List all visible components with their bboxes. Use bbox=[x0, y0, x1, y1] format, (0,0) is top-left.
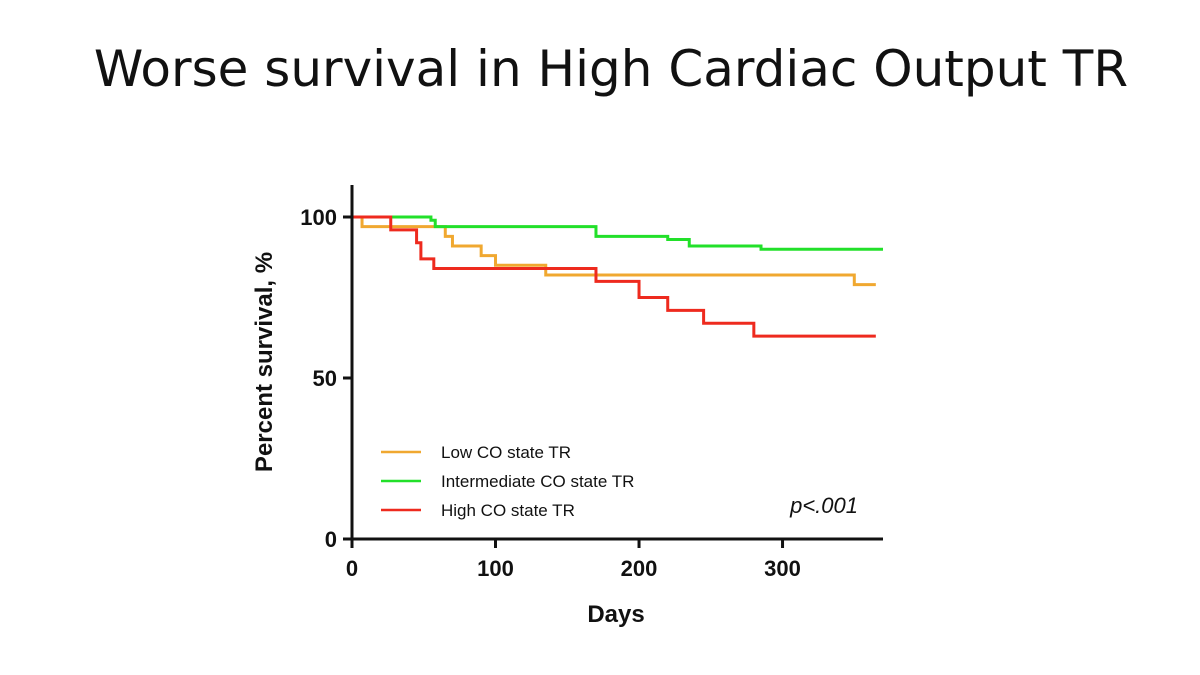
y-axis-title: Percent survival, % bbox=[251, 252, 278, 472]
y-tick-label-0: 0 bbox=[325, 527, 337, 552]
y-tick-label-2: 100 bbox=[300, 205, 337, 230]
legend-label-2: Intermediate CO state TR bbox=[441, 472, 634, 491]
legend-label-1: Low CO state TR bbox=[441, 443, 571, 462]
series-line-3 bbox=[352, 215, 876, 338]
p-value-annotation: p<.001 bbox=[789, 493, 858, 518]
series-layer bbox=[352, 215, 883, 338]
legend: Low CO state TR Intermediate CO state TR H… bbox=[381, 443, 634, 520]
legend-label-3: High CO state TR bbox=[441, 501, 575, 520]
series-line-2 bbox=[352, 215, 883, 251]
series-line-1 bbox=[352, 215, 876, 287]
slide-title: Worse survival in High Cardiac Output TR bbox=[93, 40, 1129, 98]
x-tick-label-0: 0 bbox=[346, 556, 358, 581]
y-tick-label-1: 50 bbox=[313, 366, 337, 391]
x-tick-label-1: 100 bbox=[477, 556, 514, 581]
x-tick-label-2: 200 bbox=[621, 556, 658, 581]
x-tick-label-3: 300 bbox=[764, 556, 801, 581]
x-axis-title: Days bbox=[587, 601, 644, 628]
tick-layer: 0 100 200 300 0 50 100 bbox=[300, 205, 801, 581]
